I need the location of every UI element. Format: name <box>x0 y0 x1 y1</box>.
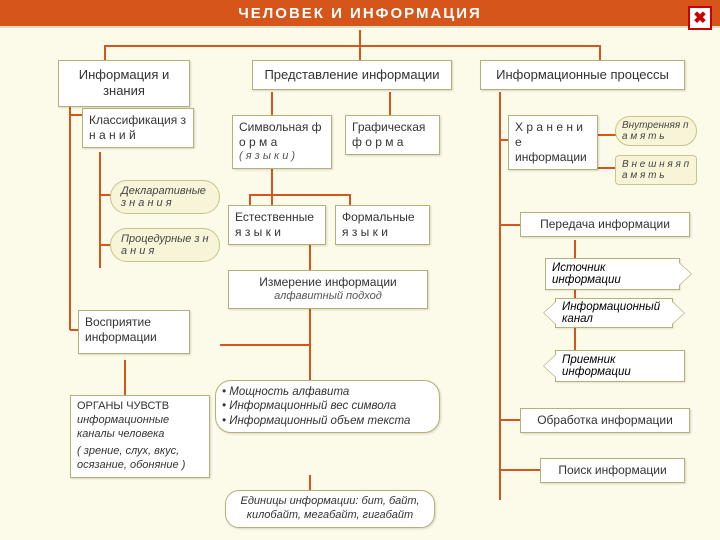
measure-box: Измерение информации алфавитный подход <box>228 270 428 309</box>
bullet-2: • Информационный вес символа <box>222 399 433 413</box>
receiver-text: Приемник информации <box>562 354 678 378</box>
storage-text: Х р а н е н и е информации <box>515 120 587 164</box>
bullets-box: • Мощность алфавита • Информационный вес… <box>215 380 440 433</box>
organs-box: ОРГАНЫ ЧУВСТВ информационные каналы чело… <box>70 395 210 478</box>
col3-header-text: Информационные процессы <box>496 67 669 82</box>
graphic-text: Графическая ф о р м а <box>352 120 425 149</box>
symbolic-text: Символьная ф о р м а <box>239 120 325 150</box>
channel-text: Информационный канал <box>562 301 666 325</box>
units-text: Единицы информации: бит, байт, килобайт,… <box>240 495 419 521</box>
processing-box: Обработка информации <box>520 408 690 433</box>
storage-box: Х р а н е н и е информации <box>508 115 598 170</box>
page-title: ЧЕЛОВЕК И ИНФОРМАЦИЯ <box>238 5 482 22</box>
close-icon: ✖ <box>693 8 706 28</box>
organs-sub: информационные каналы человека <box>77 414 203 442</box>
perception-box: Восприятие информации <box>78 310 190 354</box>
internal-mem-text: Внутренняя п а м я т ь <box>622 120 688 142</box>
channel-arrow: Информационный канал <box>555 298 673 328</box>
col2-header: Представление информации <box>252 60 452 90</box>
declarative-text: Декларативные з н а н и я <box>121 185 206 209</box>
col2-header-text: Представление информации <box>264 67 439 82</box>
units-box: Единицы информации: бит, байт, килобайт,… <box>225 490 435 528</box>
natural-lang-box: Естественные я з ы к и <box>228 205 326 245</box>
measure-sub: алфавитный подход <box>235 290 421 304</box>
close-button[interactable]: ✖ <box>688 6 712 30</box>
symbolic-sub: ( я з ы к и ) <box>239 150 325 164</box>
natural-lang-text: Естественные я з ы к и <box>235 210 314 239</box>
formal-lang-text: Формальные я з ы к и <box>342 210 415 239</box>
classification-text: Классификация з н а н и й <box>89 113 186 142</box>
col1-header-text: Информация и знания <box>79 67 169 98</box>
bullet-1: • Мощность алфавита <box>222 385 433 399</box>
external-mem-pill: В н е ш н я я п а м я т ь <box>615 155 697 185</box>
symbolic-box: Символьная ф о р м а ( я з ы к и ) <box>232 115 332 169</box>
external-mem-text: В н е ш н я я п а м я т ь <box>622 159 689 181</box>
transmission-box: Передача информации <box>520 212 690 237</box>
search-box: Поиск информации <box>540 458 685 483</box>
title-bar: ЧЕЛОВЕК И ИНФОРМАЦИЯ <box>0 0 720 28</box>
measure-title: Измерение информации <box>235 275 421 290</box>
organs-list: ( зрение, слух, вкус, осязание, обоняние… <box>77 445 203 473</box>
col3-header: Информационные процессы <box>480 60 685 90</box>
procedural-text: Процедурные з н а н и я <box>121 233 209 257</box>
organs-title: ОРГАНЫ ЧУВСТВ <box>77 400 203 414</box>
source-text: Источник информации <box>552 262 673 286</box>
source-arrow: Источник информации <box>545 258 680 290</box>
procedural-pill: Процедурные з н а н и я <box>110 228 220 262</box>
bullet-3: • Информационный объем текста <box>222 414 433 428</box>
processing-text: Обработка информации <box>537 413 673 427</box>
classification-box: Классификация з н а н и й <box>82 108 194 148</box>
receiver-arrow: Приемник информации <box>555 350 685 382</box>
transmission-text: Передача информации <box>540 217 670 231</box>
graphic-box: Графическая ф о р м а <box>345 115 440 155</box>
internal-mem-pill: Внутренняя п а м я т ь <box>615 116 697 146</box>
formal-lang-box: Формальные я з ы к и <box>335 205 430 245</box>
perception-text: Восприятие информации <box>85 315 157 344</box>
col1-header: Информация и знания <box>58 60 190 107</box>
search-text: Поиск информации <box>558 463 666 477</box>
declarative-pill: Декларативные з н а н и я <box>110 180 220 214</box>
